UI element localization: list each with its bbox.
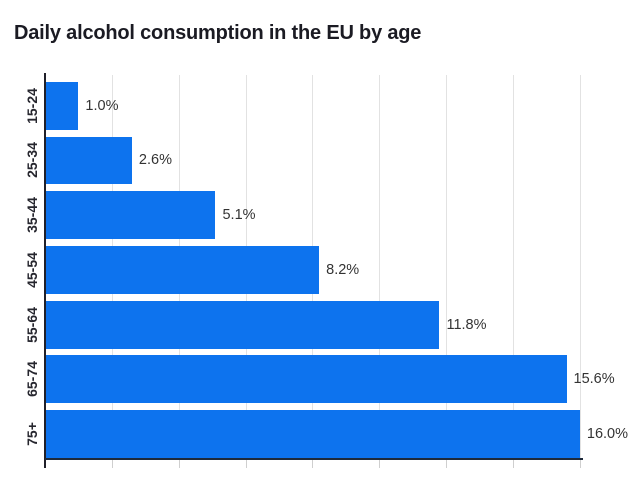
value-label-65-74: 15.6% — [573, 371, 615, 388]
x-axis-tick — [513, 458, 515, 468]
bar-75+ — [46, 410, 580, 458]
y-axis-line — [44, 73, 46, 468]
category-label-15-24: 15-24 — [24, 87, 40, 124]
gridline — [579, 75, 581, 458]
x-axis-tick — [178, 458, 180, 468]
x-axis-tick — [245, 458, 247, 468]
bar-25-34 — [46, 136, 132, 185]
value-label-45-54: 8.2% — [326, 261, 360, 278]
category-label-75+: 75+ — [24, 422, 40, 446]
bar-35-44 — [46, 191, 216, 240]
category-label-45-54: 45-54 — [24, 252, 40, 288]
gridline — [379, 75, 381, 458]
x-axis-tick — [111, 458, 113, 468]
category-label-65-74: 65-74 — [24, 361, 40, 398]
bar-45-54 — [46, 245, 320, 294]
bar-15-24 — [46, 81, 79, 130]
gridline — [513, 75, 515, 458]
gridline — [446, 75, 448, 458]
chart-title: Daily alcohol consumption in the EU by a… — [14, 22, 422, 44]
value-label-75+: 16.0% — [586, 426, 628, 443]
category-label-35-44: 35-44 — [24, 197, 40, 234]
category-label-25-34: 25-34 — [24, 142, 40, 179]
x-axis-tick — [312, 458, 314, 468]
bar-55-64 — [46, 300, 440, 349]
bar-65-74 — [46, 355, 567, 404]
x-axis-tick — [446, 458, 448, 468]
x-axis-tick — [579, 458, 581, 468]
x-axis-tick — [379, 458, 381, 468]
x-axis-baseline — [45, 458, 583, 460]
value-label-55-64: 11.8% — [446, 316, 487, 333]
value-label-25-34: 2.6% — [138, 152, 172, 169]
category-label-55-64: 55-64 — [24, 306, 40, 343]
value-label-15-24: 1.0% — [85, 97, 119, 114]
value-label-35-44: 5.1% — [222, 207, 256, 224]
